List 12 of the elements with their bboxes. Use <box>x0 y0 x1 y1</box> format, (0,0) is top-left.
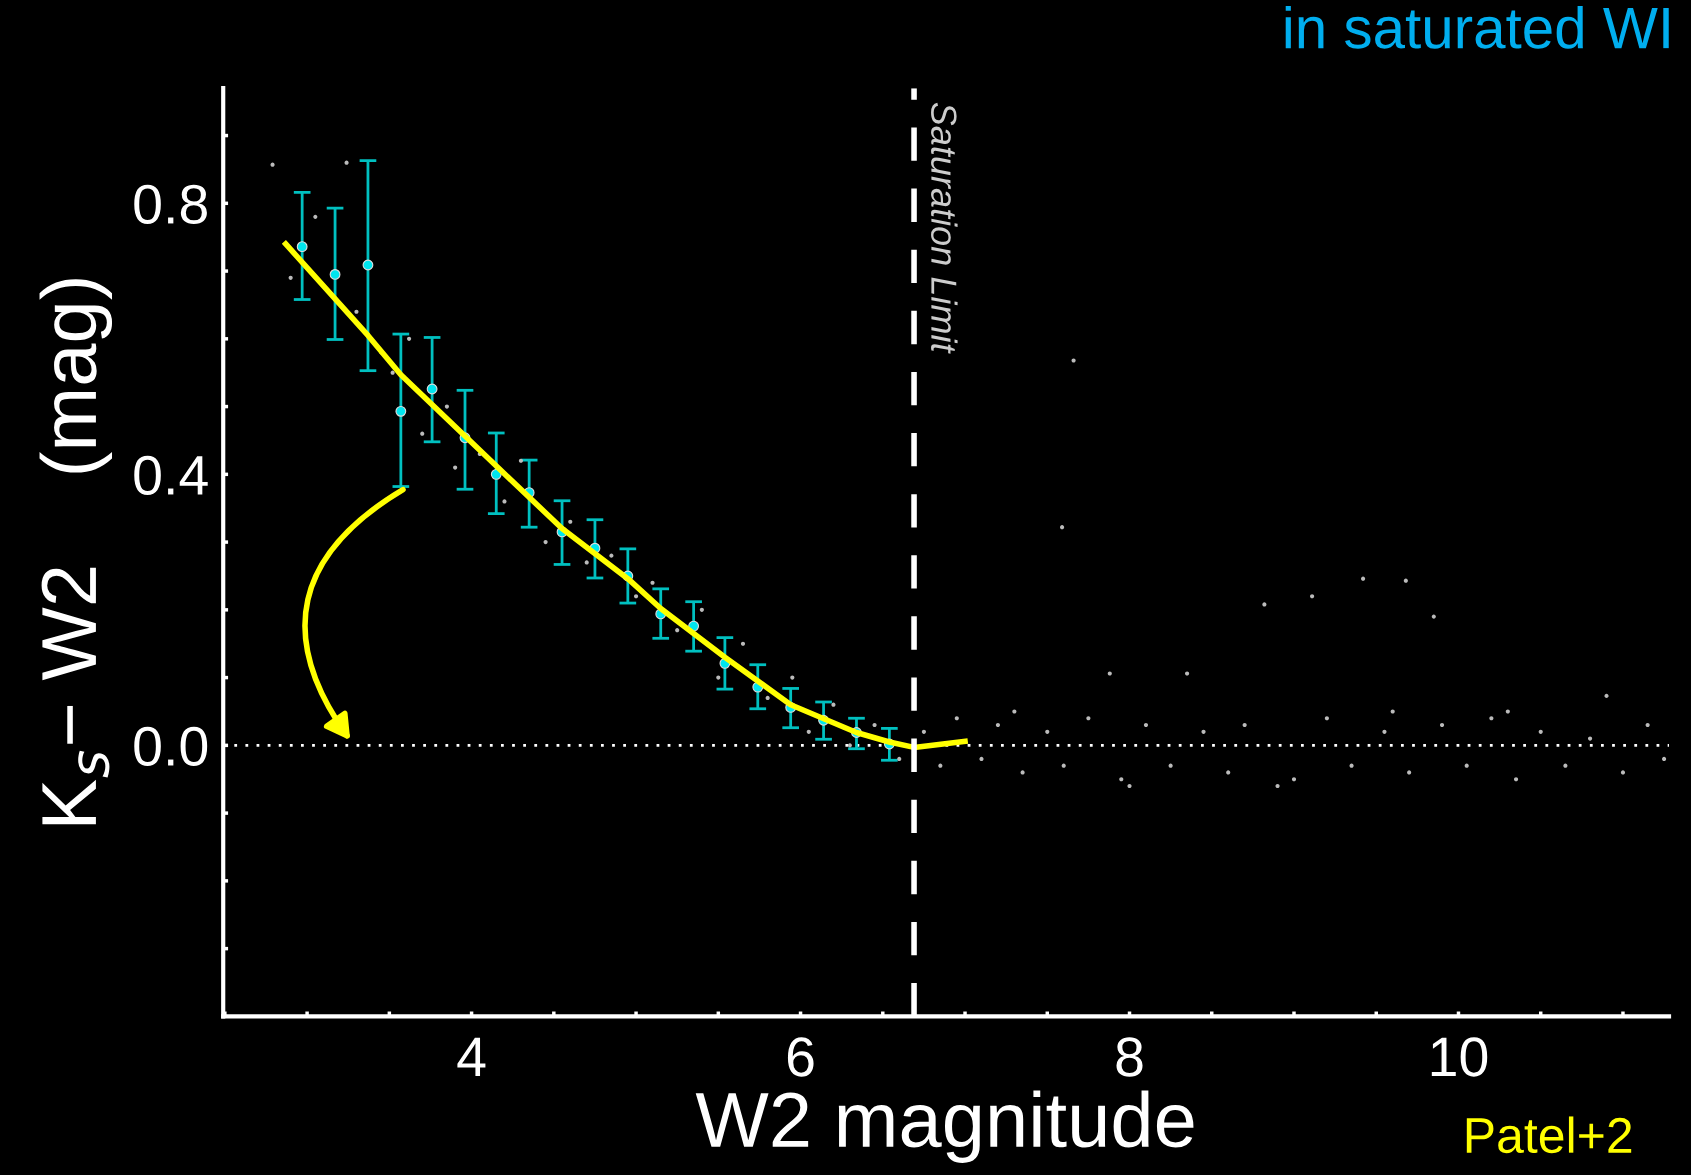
x-tick-label: 6 <box>787 1037 814 1077</box>
y-tick-label: 0.8 <box>134 184 207 224</box>
x-tick-label: 8 <box>1116 1037 1143 1077</box>
x-axis-title: W2 magnitude <box>695 1090 1194 1163</box>
chart-title: in saturated WI <box>1285 5 1669 49</box>
y-tick-label: 0.4 <box>134 455 208 496</box>
y-axis-title: K$_{s}$− W2 (mag) <box>39 279 113 825</box>
x-tick-label: 4 <box>457 1037 486 1077</box>
text: Patel+2 <box>1466 1116 1632 1154</box>
y-tick-label: 0.0 <box>134 726 208 767</box>
x-tick-label: 10 <box>1431 1037 1488 1077</box>
ref-line-label: Saturation Limit <box>931 102 958 354</box>
